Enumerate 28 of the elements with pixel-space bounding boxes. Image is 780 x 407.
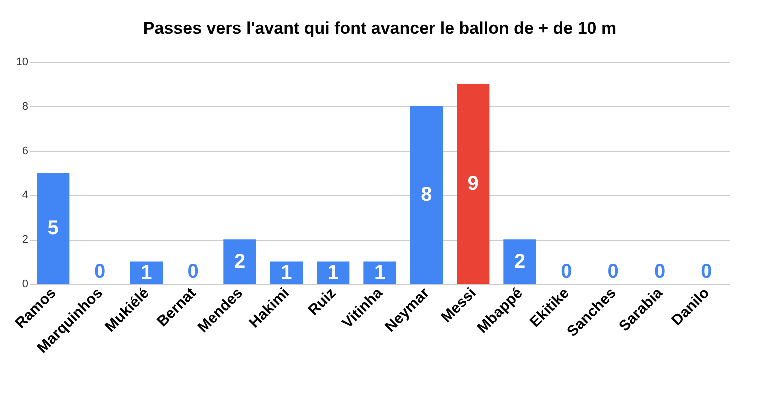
y-tick-label: 8	[22, 100, 28, 113]
data-label: 8	[421, 184, 432, 206]
data-label: 0	[188, 261, 199, 283]
data-label: 1	[328, 262, 339, 284]
y-tick-label: 0	[22, 278, 28, 290]
y-tick-label: 2	[22, 234, 28, 246]
data-label: 5	[48, 218, 59, 240]
data-label: 0	[561, 261, 572, 283]
data-label: 0	[701, 261, 712, 283]
y-tick-label: 6	[22, 145, 28, 158]
data-label: 0	[654, 261, 666, 283]
y-tick-label: 10	[16, 56, 28, 68]
data-label: 0	[608, 261, 619, 283]
bar	[37, 173, 70, 284]
data-label: 9	[468, 173, 479, 196]
data-label: 0	[94, 261, 106, 283]
bar	[224, 240, 256, 284]
data-label: 1	[281, 262, 292, 284]
data-label: 1	[374, 262, 386, 284]
bar	[457, 84, 490, 284]
bar	[410, 106, 443, 284]
data-label: 2	[234, 250, 246, 273]
bar	[364, 262, 396, 284]
data-label: 1	[141, 262, 152, 284]
bar	[504, 240, 536, 284]
data-label: 2	[514, 250, 526, 273]
chart-title: Passes vers l'avant qui font avancer le ballon de + de 10 m	[143, 19, 617, 38]
y-tick-label: 4	[22, 190, 28, 202]
